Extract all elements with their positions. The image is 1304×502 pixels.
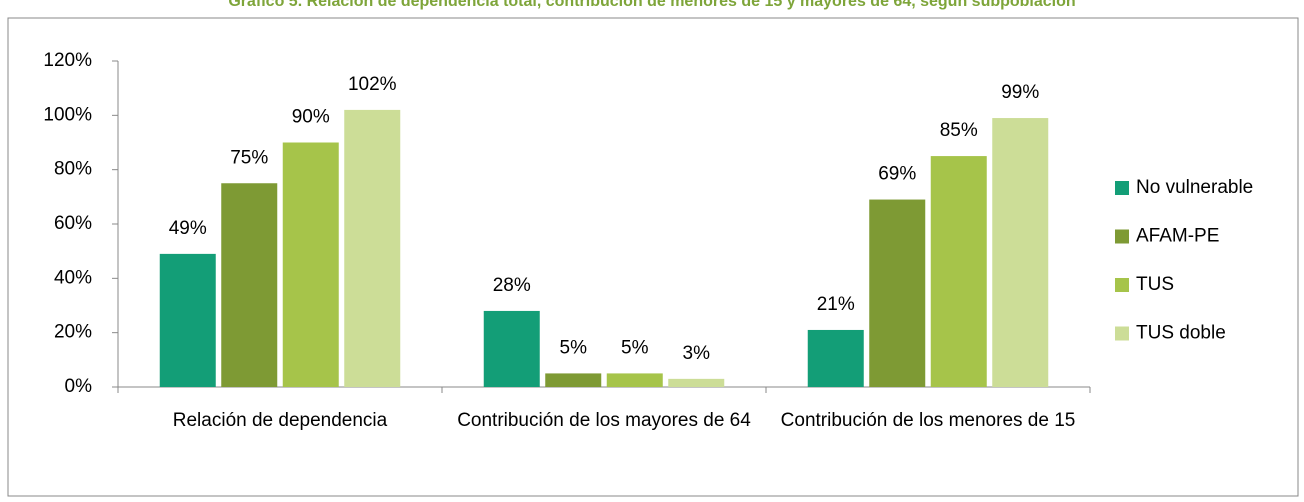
legend-label: TUS doble — [1136, 323, 1226, 344]
bar — [545, 373, 602, 387]
value-label: 75% — [230, 147, 268, 168]
bar — [221, 183, 278, 387]
bar — [344, 109, 401, 388]
bar — [668, 378, 725, 387]
chart-title: Gráfico 5. Relación de dependencia total… — [228, 0, 1075, 10]
x-tick-label: Contribución de los menores de 15 — [780, 410, 1076, 431]
value-label: 102% — [348, 74, 397, 95]
y-tick-label: 100% — [43, 104, 92, 125]
y-tick-label: 80% — [54, 159, 92, 180]
x-tick-label: Contribución de los mayores de 64 — [457, 410, 751, 431]
legend-swatch — [1115, 278, 1129, 292]
legend-label: TUS — [1136, 274, 1174, 295]
bar — [606, 373, 663, 387]
legend-swatch — [1115, 181, 1129, 195]
bar — [159, 253, 216, 387]
value-label: 28% — [493, 275, 531, 296]
bar — [483, 310, 540, 387]
value-label: 99% — [1001, 82, 1039, 103]
value-label: 21% — [817, 294, 855, 315]
value-label: 69% — [878, 164, 916, 185]
bar — [930, 156, 987, 387]
chart-border — [7, 17, 1299, 497]
y-tick-label: 40% — [54, 267, 92, 288]
y-tick-label: 60% — [54, 213, 92, 234]
bar — [282, 142, 339, 387]
bar — [992, 118, 1049, 388]
y-tick-label: 0% — [65, 376, 93, 397]
bar — [807, 329, 864, 387]
value-label: 3% — [683, 343, 711, 364]
value-label: 49% — [169, 218, 207, 239]
value-label: 5% — [621, 337, 649, 358]
y-tick-label: 20% — [54, 322, 92, 343]
legend-label: AFAM-PE — [1136, 226, 1219, 247]
legend-label: No vulnerable — [1136, 177, 1253, 198]
x-tick-label: Relación de dependencia — [172, 410, 388, 431]
value-label: 85% — [940, 120, 978, 141]
y-tick-label: 120% — [43, 50, 92, 71]
legend-swatch — [1115, 326, 1129, 341]
bar — [869, 199, 926, 387]
value-label: 90% — [292, 107, 330, 128]
legend-swatch — [1115, 229, 1129, 244]
value-label: 5% — [560, 337, 588, 358]
